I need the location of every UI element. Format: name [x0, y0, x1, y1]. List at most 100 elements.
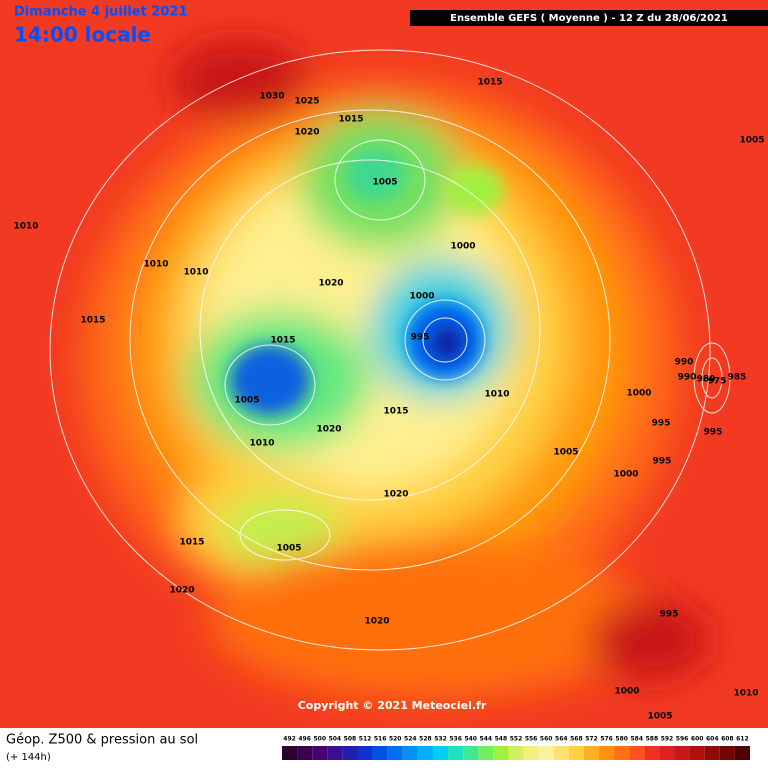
run-info: Ensemble GEFS ( Moyenne ) - 12 Z du 28/0… — [450, 13, 728, 24]
colorbar-label: 532 — [434, 736, 447, 743]
isobar-label: 975 — [708, 377, 727, 387]
colorbar-swatch — [614, 746, 630, 760]
isobar-label: 1020 — [316, 425, 341, 435]
isobar-label: 1005 — [739, 136, 764, 146]
isobar-label: 1010 — [733, 689, 758, 699]
isobar-label: 1010 — [13, 222, 38, 232]
colorbar-label: 496 — [298, 736, 311, 743]
colorbar-label: 548 — [495, 736, 508, 743]
colorbar-swatch — [493, 746, 509, 760]
colorbar-swatch — [644, 746, 660, 760]
isobar-label: 1010 — [484, 390, 509, 400]
isobar-label: 985 — [728, 373, 747, 383]
colorbar-swatch — [553, 746, 569, 760]
isobar-label: 1020 — [294, 128, 319, 138]
colorbar-swatch — [297, 746, 313, 760]
isobar-label: 1000 — [614, 687, 639, 697]
colorbar-swatch — [583, 746, 600, 760]
isobar-label: 995 — [653, 457, 672, 467]
colorbar-label: 580 — [615, 736, 628, 743]
colorbar-label: 500 — [313, 736, 326, 743]
isobar-label: 995 — [660, 610, 679, 620]
isobar-label: 1015 — [80, 316, 105, 326]
isobar-label: 1000 — [613, 470, 638, 480]
colorbar-label: 568 — [570, 736, 583, 743]
isobar-label: 1020 — [364, 617, 389, 627]
colorbar-label: 528 — [419, 736, 432, 743]
colorbar-swatch — [508, 746, 524, 760]
date: Dimanche 4 juillet 2021 — [14, 5, 188, 20]
isobar-label: 1020 — [169, 586, 194, 596]
isobar-label: 1015 — [338, 115, 363, 125]
isobar-labels: 1030 1025 1015 1020 1015 1005 1000 1010 1010 1010… — [13, 78, 764, 722]
colorbar-swatch — [659, 746, 675, 760]
colorbar-label: 560 — [540, 736, 553, 743]
colorbar-label: 516 — [374, 736, 387, 743]
colorbar-swatch — [568, 746, 584, 760]
local-time: 14:00 locale — [14, 23, 151, 47]
colorbar-swatch — [719, 746, 735, 760]
colorbar-label: 572 — [585, 736, 598, 743]
colorbar-swatch — [689, 746, 705, 760]
colorbar-swatch — [387, 746, 403, 760]
colorbar-label: 512 — [359, 736, 372, 743]
isobar-label: 1020 — [318, 279, 343, 289]
isobar-label: 1015 — [383, 407, 408, 417]
colorbar-swatch — [417, 746, 433, 760]
colorbar-label: 540 — [464, 736, 477, 743]
lead-time: (+ 144h) — [6, 752, 51, 763]
isobar-label: 1005 — [553, 448, 578, 458]
colorbar-swatch — [448, 746, 464, 760]
colorbar-swatch — [463, 746, 479, 760]
isobar-label: 995 — [704, 428, 723, 438]
product-title: Géop. Z500 & pression au sol — [6, 733, 198, 748]
colorbar-swatch — [402, 746, 418, 760]
isobar-label: 1010 — [249, 439, 274, 449]
isobar-label: 1030 — [259, 92, 284, 102]
colorbar-label: 564 — [555, 736, 568, 743]
colorbar-swatch — [327, 746, 343, 760]
colorbar-swatch — [432, 746, 449, 760]
isobar-label: 1025 — [294, 97, 319, 107]
colorbar-swatch — [357, 746, 373, 760]
isobar-label: 1005 — [234, 396, 259, 406]
isobar-label: 1000 — [450, 242, 475, 252]
colorbar-label: 504 — [329, 736, 342, 743]
isobar-label: 1015 — [179, 538, 204, 548]
isobar-label: 1010 — [143, 260, 168, 270]
isobar-label: 1005 — [647, 712, 672, 722]
colorbar-label: 608 — [721, 736, 734, 743]
isobar-label: 1005 — [372, 178, 397, 188]
colorbar-swatch — [478, 746, 494, 760]
isobar-label: 980 — [697, 375, 716, 385]
colorbar-label: 600 — [691, 736, 704, 743]
colorbar-label: 508 — [344, 736, 357, 743]
colorbar-label: 520 — [389, 736, 402, 743]
colorbar-swatch — [538, 746, 554, 760]
isobar-label: 1005 — [276, 544, 301, 554]
colorbar-swatch — [734, 746, 750, 760]
colorbar-swatch — [342, 746, 358, 760]
copyright: Copyright © 2021 Meteociel.fr — [298, 699, 487, 712]
field — [0, 0, 768, 728]
isobar-label: 1020 — [383, 490, 408, 500]
colorbar-label: 584 — [631, 736, 644, 743]
isobar-label: 995 — [411, 333, 430, 343]
colorbar-label: 592 — [661, 736, 674, 743]
colorbar-swatch — [282, 746, 298, 760]
colorbar-label: 604 — [706, 736, 719, 743]
colorbar-label: 492 — [283, 736, 296, 743]
colorbar-label: 524 — [404, 736, 417, 743]
colorbar-swatch — [704, 746, 720, 760]
isobar-label: 995 — [652, 419, 671, 429]
isobar-label: 1015 — [477, 78, 502, 88]
colorbar-label: 596 — [676, 736, 689, 743]
colorbar-label: 556 — [525, 736, 538, 743]
run-banner — [410, 10, 768, 26]
colorbar-label: 576 — [600, 736, 613, 743]
colorbar-swatch — [629, 746, 645, 760]
isobar-label: 1015 — [270, 336, 295, 346]
isobar-label: 990 — [675, 358, 694, 368]
isobar-label: 990 — [678, 373, 697, 383]
